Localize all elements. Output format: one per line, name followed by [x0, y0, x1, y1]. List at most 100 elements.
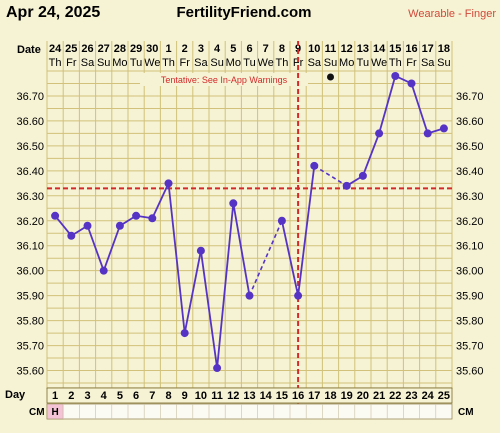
temp-line-segment: [232, 203, 251, 296]
y-tick-left: 36.40: [16, 166, 44, 178]
temp-line-segment: [362, 133, 380, 177]
day-number: 3: [84, 390, 90, 402]
day-number: 25: [438, 390, 450, 402]
date-number: 26: [81, 43, 93, 55]
weekday-label: Fr: [180, 57, 191, 69]
y-tick-left: 36.10: [16, 241, 44, 253]
y-tick-right: 35.70: [456, 341, 484, 353]
temp-point: [277, 216, 286, 225]
date-number: 8: [279, 43, 285, 55]
day-number: 9: [182, 390, 188, 402]
date-number: 6: [246, 43, 252, 55]
date-number: 25: [65, 43, 77, 55]
site-title: FertilityFriend.com: [176, 4, 311, 21]
y-tick-right: 36.50: [456, 141, 484, 153]
temp-point: [375, 129, 384, 138]
weekday-label: Sa: [194, 57, 208, 69]
day-number: 16: [292, 390, 304, 402]
temp-point: [439, 124, 448, 133]
day-number: 12: [227, 390, 239, 402]
date-number: 12: [341, 43, 353, 55]
weekday-label: We: [258, 57, 274, 69]
weekday-label: Tu: [243, 57, 255, 69]
weekday-label: Fr: [406, 57, 417, 69]
temp-point: [196, 246, 205, 255]
cm-value: H: [51, 407, 58, 418]
weekday-label: Th: [275, 57, 288, 69]
cm-row: [46, 403, 453, 420]
weekday-label: We: [371, 57, 387, 69]
day-row: [46, 387, 453, 404]
weekday-label: Tu: [130, 57, 142, 69]
temp-line-segment: [86, 225, 105, 271]
date-number: 13: [357, 43, 369, 55]
day-number: 15: [276, 390, 288, 402]
date-number: 30: [146, 43, 158, 55]
day-number: 5: [117, 390, 123, 402]
weekday-label: Sa: [308, 57, 322, 69]
temp-line-segment: [410, 83, 429, 134]
y-tick-right: 36.10: [456, 241, 484, 253]
temp-point: [229, 199, 238, 208]
day-number: 18: [324, 390, 336, 402]
y-tick-right: 36.60: [456, 116, 484, 128]
plot-area: [46, 70, 453, 389]
date-number: 28: [114, 43, 126, 55]
day-number: 20: [357, 390, 369, 402]
day-number: 14: [260, 390, 273, 402]
chart-date: Apr 24, 2025: [6, 4, 100, 21]
date-number: 5: [230, 43, 236, 55]
y-tick-left: 36.00: [16, 266, 44, 278]
y-tick-left: 35.60: [16, 366, 44, 378]
day-number: 21: [373, 390, 385, 402]
day-number: 13: [243, 390, 255, 402]
day-number: 6: [133, 390, 139, 402]
y-tick-left: 36.70: [16, 91, 44, 103]
weekday-label: Th: [162, 57, 175, 69]
weekday-label: Su: [324, 57, 337, 69]
temp-point: [132, 211, 141, 220]
date-number: 1: [165, 43, 171, 55]
temp-point: [115, 221, 124, 230]
day-number: 17: [308, 390, 320, 402]
day-row-label: Day: [5, 389, 26, 401]
weekday-label: Su: [210, 57, 223, 69]
y-tick-right: 36.70: [456, 91, 484, 103]
temp-line-segment: [167, 183, 186, 334]
y-tick-left: 35.80: [16, 316, 44, 328]
date-number: 27: [98, 43, 110, 55]
temp-point: [294, 291, 303, 300]
temp-line-segment: [297, 165, 316, 296]
y-tick-right: 36.40: [456, 166, 484, 178]
temp-point: [148, 214, 157, 223]
temp-point: [310, 161, 319, 170]
weekday-label: Tu: [357, 57, 369, 69]
date-number: 17: [422, 43, 434, 55]
weekday-label: Fr: [66, 57, 77, 69]
date-number: 15: [389, 43, 401, 55]
y-tick-left: 36.30: [16, 191, 44, 203]
temp-point: [342, 181, 351, 190]
temp-line-segment: [281, 220, 299, 296]
date-number: 24: [49, 43, 62, 55]
y-tick-right: 35.90: [456, 291, 484, 303]
date-number: 2: [182, 43, 188, 55]
weekday-label: Su: [97, 57, 110, 69]
y-tick-right: 36.30: [456, 191, 484, 203]
date-number: 10: [308, 43, 320, 55]
y-tick-right: 36.00: [456, 266, 484, 278]
y-tick-left: 35.90: [16, 291, 44, 303]
weekday-label: Sa: [421, 57, 435, 69]
temp-point: [245, 291, 254, 300]
day-number: 1: [52, 390, 58, 402]
weekday-label: Th: [49, 57, 62, 69]
y-tick-right: 35.80: [456, 316, 484, 328]
temp-point: [407, 79, 416, 88]
temp-point: [213, 364, 222, 373]
day-number: 24: [422, 390, 435, 402]
temp-line-segment: [378, 75, 397, 134]
day-number: 11: [211, 390, 223, 402]
date-row-label: Date: [17, 44, 41, 56]
